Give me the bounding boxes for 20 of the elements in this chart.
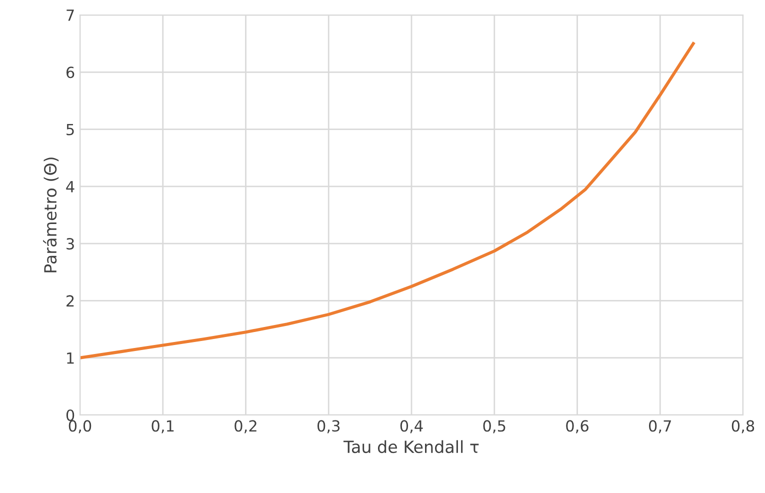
x-tick-label: 0,5 xyxy=(483,420,506,434)
line-series xyxy=(80,42,695,360)
x-tick-label: 0,6 xyxy=(566,420,588,434)
y-tick-label: 5 xyxy=(66,124,74,136)
x-tick-label: 0,3 xyxy=(317,420,340,434)
y-tick-label: 1 xyxy=(67,352,74,364)
y-tick-label: 2 xyxy=(66,295,74,307)
x-tick-label: 0,0 xyxy=(68,420,92,434)
y-axis-title: Parámetro (Θ) xyxy=(43,158,59,272)
x-tick-label: 0,4 xyxy=(400,420,423,434)
x-axis-title: Tau de Kendall τ xyxy=(343,440,479,454)
y-tick-label: 7 xyxy=(66,10,74,21)
y-tick-label: 0 xyxy=(66,409,74,422)
y-tick-label: 6 xyxy=(66,66,74,78)
x-tick-label: 0,8 xyxy=(732,420,754,434)
y-tick-label: 3 xyxy=(66,238,74,250)
x-tick-label: 0,7 xyxy=(648,420,671,434)
x-tick-label: 0,2 xyxy=(234,420,256,434)
x-tick-label: 0,1 xyxy=(152,420,174,434)
y-tick-label: 4 xyxy=(66,181,74,192)
